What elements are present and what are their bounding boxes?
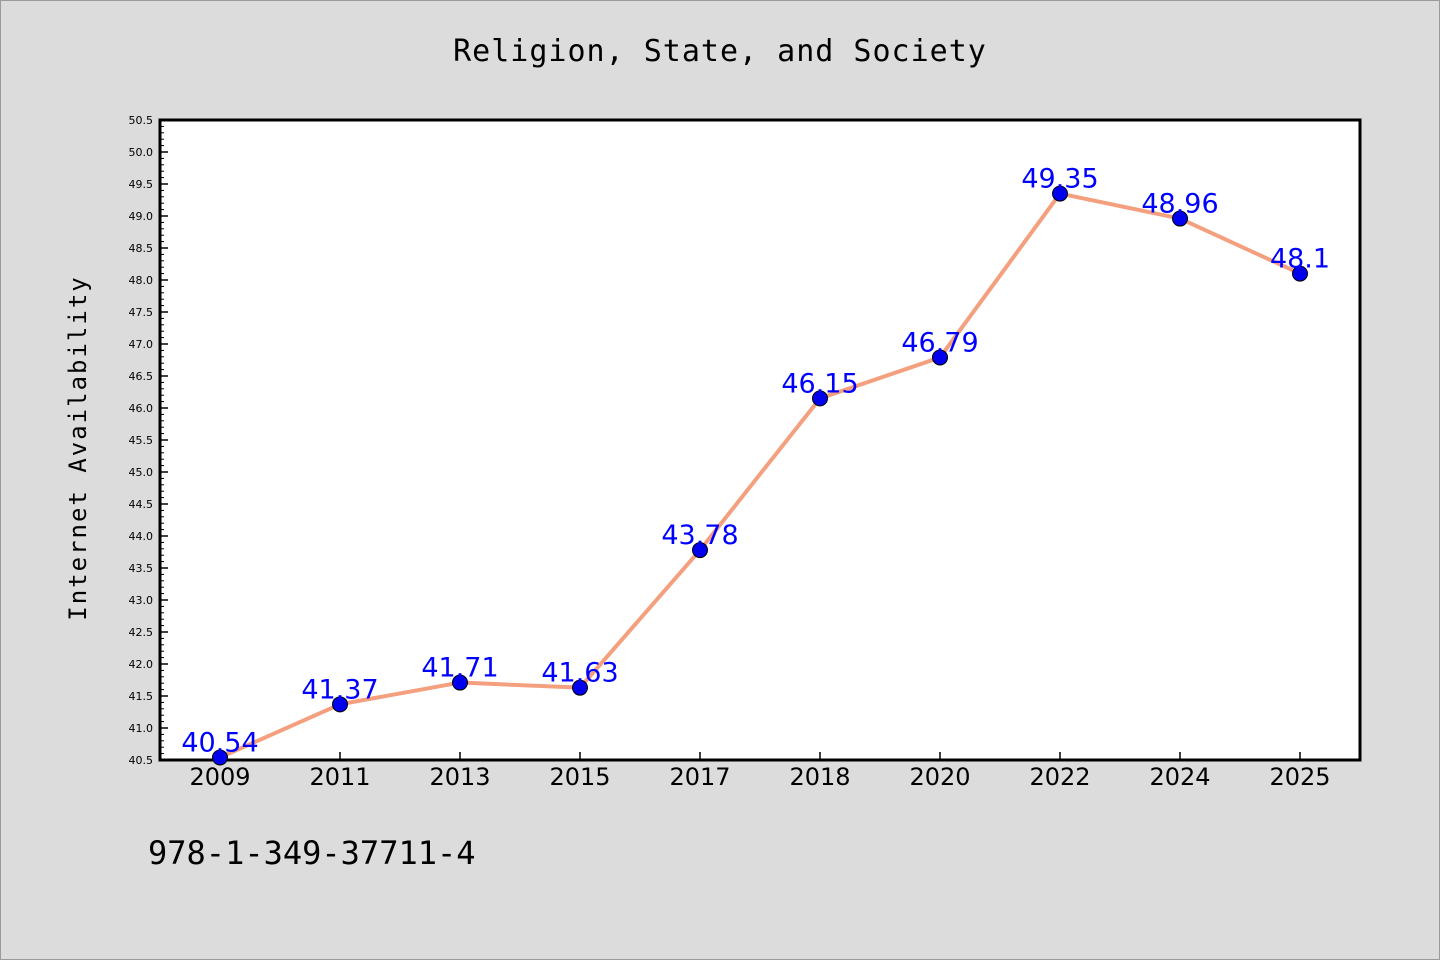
data-labels: 40.54 41.37 41.71 41.63 43.78 46.15 46.79 49.35… xyxy=(181,164,1330,759)
y-tick-label: 43.5 xyxy=(129,562,154,575)
series-line xyxy=(218,191,1302,760)
y-tick-label: 49.0 xyxy=(129,210,154,223)
data-label: 41.63 xyxy=(541,658,618,689)
data-point xyxy=(1052,185,1068,202)
x-tick-label: 2017 xyxy=(669,763,730,791)
y-axis: 40.5 41.0 41.5 42.0 42.5 43.0 43.5 44.0 44.5 45.0… xyxy=(129,114,168,767)
y-tick-label: 44.5 xyxy=(129,498,154,511)
x-tick-label: 2024 xyxy=(1149,763,1210,791)
x-tick-label: 2013 xyxy=(429,763,490,791)
y-tick-label: 47.5 xyxy=(129,306,154,319)
data-point xyxy=(692,542,708,559)
x-tick-label: 2009 xyxy=(189,763,250,791)
y-tick-label: 40.5 xyxy=(129,754,154,767)
x-tick-label: 2020 xyxy=(909,763,970,791)
y-tick-label: 45.5 xyxy=(129,434,154,447)
y-tick-label: 41.0 xyxy=(129,722,154,735)
data-point xyxy=(1292,265,1308,282)
y-tick-label: 50.0 xyxy=(129,146,154,159)
chart-title: Religion, State, and Society xyxy=(453,34,987,69)
y-tick-label: 43.0 xyxy=(129,594,154,607)
isbn-text: 978-1-349-37711-4 xyxy=(148,834,476,872)
y-tick-label: 48.0 xyxy=(129,274,154,287)
data-point xyxy=(572,679,588,696)
data-point xyxy=(452,674,468,691)
x-tick-label: 2015 xyxy=(549,763,610,791)
y-tick-label: 42.0 xyxy=(129,658,154,671)
data-markers xyxy=(212,185,1308,766)
x-axis: 2009 2011 2013 2015 2017 2018 2020 2022 2024 2025 xyxy=(189,752,1331,791)
y-tick-label: 44.0 xyxy=(129,530,154,543)
y-tick-label: 45.0 xyxy=(129,466,154,479)
data-point xyxy=(332,696,348,713)
data-point xyxy=(812,390,828,407)
data-label: 41.37 xyxy=(301,674,378,705)
y-tick-label: 46.5 xyxy=(129,370,154,383)
y-axis-label: Internet Availability xyxy=(64,275,92,620)
y-tick-label: 46.0 xyxy=(129,402,154,415)
y-tick-label: 48.5 xyxy=(129,242,154,255)
data-point xyxy=(1172,210,1188,227)
plot-area xyxy=(158,118,1362,762)
data-label: 48.1 xyxy=(1270,244,1330,275)
data-point xyxy=(212,749,228,766)
data-label: 46.79 xyxy=(901,327,978,358)
data-label: 46.15 xyxy=(781,368,858,399)
x-tick-label: 2018 xyxy=(789,763,850,791)
data-label: 40.54 xyxy=(181,727,258,758)
data-label: 48.96 xyxy=(1141,189,1218,220)
y-tick-label: 42.5 xyxy=(129,626,154,639)
data-label: 43.78 xyxy=(661,520,738,551)
data-point xyxy=(932,349,948,366)
y-tick-label: 47.0 xyxy=(129,338,154,351)
y-tick-label: 49.5 xyxy=(129,178,154,191)
y-tick-label: 41.5 xyxy=(129,690,154,703)
y-tick-label: 50.5 xyxy=(129,114,154,127)
x-tick-label: 2025 xyxy=(1269,763,1330,791)
data-label: 49.35 xyxy=(1021,164,1098,195)
x-tick-label: 2022 xyxy=(1029,763,1090,791)
data-label: 41.71 xyxy=(421,653,498,684)
x-tick-label: 2011 xyxy=(309,763,370,791)
